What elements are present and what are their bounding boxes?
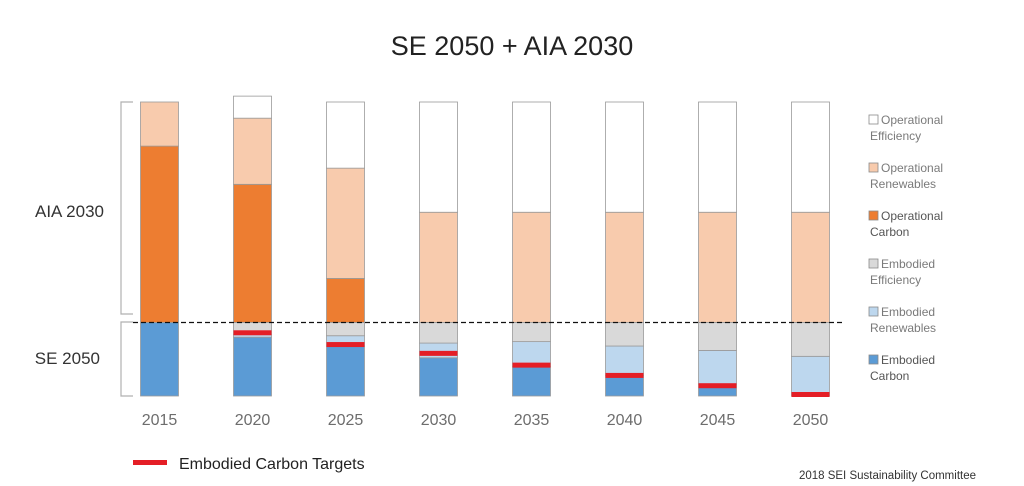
x-axis-ticks: 2015 2020 2025 2030 2035 2040 2045 2050 [142, 412, 829, 429]
target-marker-2020 [233, 330, 272, 336]
bar-embodied-carbon-2015 [140, 322, 179, 397]
target-marker-2030 [419, 350, 458, 356]
x-tick-2030: 2030 [421, 412, 457, 429]
bar-embodied-efficiency-2040 [605, 322, 644, 347]
bracket-label-aia-2030: AIA 2030 [35, 202, 104, 221]
bar-embodied-renewables-2035 [512, 341, 551, 367]
bar-embodied-efficiency-2050 [791, 322, 830, 357]
bar-operational-efficiency-2045 [698, 101, 737, 213]
legend-swatch-embodied-carbon [868, 354, 879, 365]
bars-group [140, 95, 830, 397]
bar-embodied-renewables-2040 [605, 345, 644, 376]
bar-embodied-carbon-2035 [512, 366, 551, 397]
legend-label-embodied-carbon-line-2: Carbon [870, 369, 909, 383]
target-marker-2025 [326, 342, 365, 348]
bar-operational-renewables-2020 [233, 117, 272, 185]
x-tick-2045: 2045 [700, 412, 736, 429]
bar-operational-carbon-2020 [233, 183, 272, 323]
bar-embodied-efficiency-2025 [326, 322, 365, 337]
legend-swatch-operational-carbon [868, 210, 879, 221]
bar-operational-efficiency-2050 [791, 101, 830, 213]
legend-swatch-operational-efficiency [868, 114, 879, 125]
bar-embodied-carbon-2030 [419, 357, 458, 397]
bar-embodied-carbon-2025 [326, 345, 365, 397]
x-tick-2025: 2025 [328, 412, 364, 429]
x-tick-2020: 2020 [235, 412, 271, 429]
bar-operational-efficiency-2025 [326, 101, 365, 169]
target-marker-2040 [605, 372, 644, 378]
bracket-label-se-2050: SE 2050 [35, 349, 100, 368]
legend: Operational Efficiency Operational Renewabl… [868, 113, 943, 383]
bar-embodied-renewables-2050 [791, 355, 830, 397]
legend-swatch-embodied-renewables [868, 306, 879, 317]
bar-operational-renewables-2045 [698, 211, 737, 323]
credit-text: 2018 SEI Sustainability Committee [799, 470, 976, 482]
target-marker-2045 [698, 383, 737, 389]
legend-label-embodied-renewables-line-1: Embodied [881, 305, 935, 319]
legend-label-operational-renewables-line-1: Operational [881, 161, 943, 175]
legend-label-embodied-carbon-line-1: Embodied [881, 353, 935, 367]
legend-label-operational-renewables-line-2: Renewables [870, 177, 936, 191]
bar-embodied-efficiency-2035 [512, 322, 551, 343]
bar-operational-carbon-2015 [140, 145, 179, 323]
target-legend-label: Embodied Carbon Targets [179, 456, 365, 473]
legend-label-operational-carbon-line-1: Operational [881, 209, 943, 223]
bar-embodied-carbon-2020 [233, 336, 272, 397]
legend-swatch-embodied-efficiency [868, 258, 879, 269]
bar-operational-efficiency-2030 [419, 101, 458, 213]
legend-label-operational-efficiency-line-1: Operational [881, 113, 943, 127]
x-tick-2050: 2050 [793, 412, 829, 429]
legend-label-operational-carbon-line-2: Carbon [870, 225, 909, 239]
bracket-se-2050 [120, 321, 133, 397]
target-marker-2035 [512, 362, 551, 368]
bar-operational-efficiency-2020 [233, 95, 272, 119]
legend-label-embodied-efficiency-line-2: Efficiency [870, 273, 921, 287]
bar-embodied-renewables-2045 [698, 350, 737, 385]
bar-operational-renewables-2015 [140, 101, 179, 147]
target-marker-2050 [791, 392, 830, 397]
bar-operational-efficiency-2035 [512, 101, 551, 213]
bar-operational-renewables-2040 [605, 211, 644, 323]
x-tick-2040: 2040 [607, 412, 643, 429]
target-markers-group [233, 330, 830, 397]
bar-operational-efficiency-2040 [605, 101, 644, 213]
bar-embodied-carbon-2040 [605, 375, 644, 397]
bar-operational-carbon-2025 [326, 277, 365, 323]
chart-title: SE 2050 + AIA 2030 [391, 31, 633, 61]
bar-operational-renewables-2050 [791, 211, 830, 323]
bar-operational-renewables-2025 [326, 167, 365, 279]
legend-label-embodied-renewables-line-2: Renewables [870, 321, 936, 335]
bar-operational-renewables-2035 [512, 211, 551, 323]
legend-label-embodied-efficiency-line-1: Embodied [881, 257, 935, 271]
legend-swatch-operational-renewables [868, 162, 879, 173]
legend-label-operational-efficiency-line-2: Efficiency [870, 129, 921, 143]
target-legend-swatch [133, 460, 167, 465]
bar-operational-renewables-2030 [419, 211, 458, 323]
bar-embodied-efficiency-2045 [698, 322, 737, 351]
x-tick-2035: 2035 [514, 412, 550, 429]
x-tick-2015: 2015 [142, 412, 178, 429]
bar-embodied-efficiency-2030 [419, 322, 458, 344]
bracket-aia-2030 [120, 101, 133, 315]
